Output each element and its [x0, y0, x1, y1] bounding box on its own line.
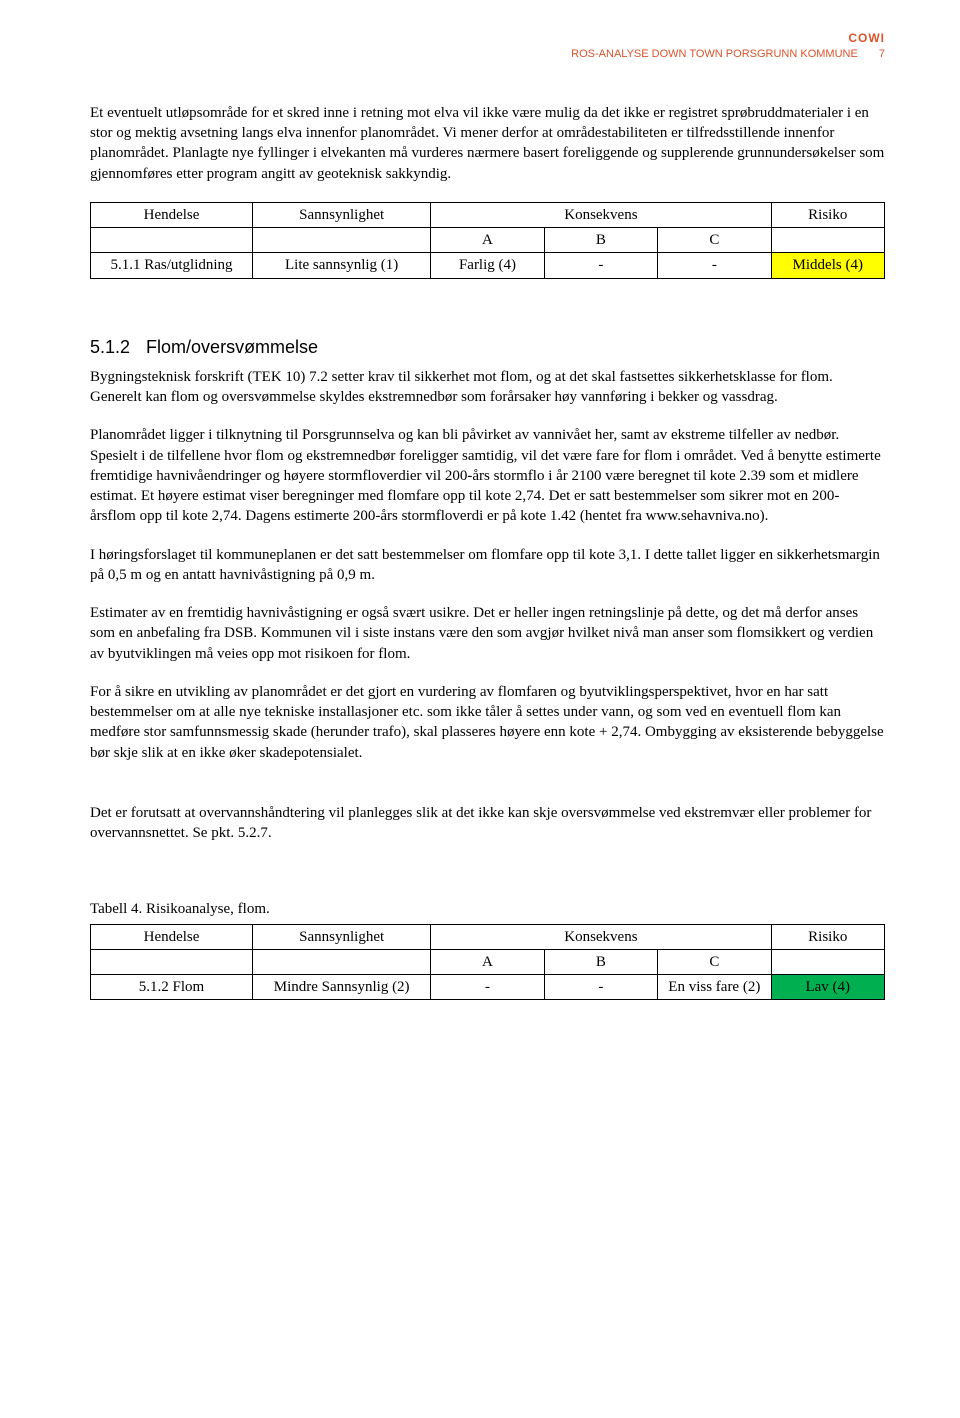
- th-konsekvens: Konsekvens: [431, 924, 771, 949]
- cell-B: -: [544, 253, 657, 278]
- document-title: ROS-ANALYSE DOWN TOWN PORSGRUNN KOMMUNE: [571, 48, 858, 60]
- th-konsekvens: Konsekvens: [431, 202, 771, 227]
- th-sannsynlighet: Sannsynlighet: [253, 202, 431, 227]
- body-paragraph: Estimater av en fremtidig havnivåstignin…: [90, 603, 885, 664]
- th-B: B: [544, 949, 657, 974]
- cell-empty: [91, 228, 253, 253]
- cell-C: -: [658, 253, 771, 278]
- cell-empty: [253, 228, 431, 253]
- cell-empty: [771, 228, 884, 253]
- table-caption: Tabell 4. Risikoanalyse, flom.: [90, 899, 885, 919]
- cell-sannsynlighet: Lite sannsynlig (1): [253, 253, 431, 278]
- cell-empty: [91, 949, 253, 974]
- body-paragraph: Planområdet ligger i tilknytning til Por…: [90, 425, 885, 526]
- cell-C: En viss fare (2): [658, 975, 771, 1000]
- table-subheader-row: A B C: [91, 949, 885, 974]
- th-hendelse: Hendelse: [91, 924, 253, 949]
- cell-risiko: Lav (4): [771, 975, 884, 1000]
- cell-A: Farlig (4): [431, 253, 544, 278]
- table-row: 5.1.2 Flom Mindre Sannsynlig (2) - - En …: [91, 975, 885, 1000]
- page-header: COWI ROS-ANALYSE DOWN TOWN PORSGRUNN KOM…: [90, 30, 885, 63]
- th-hendelse: Hendelse: [91, 202, 253, 227]
- section-number: 5.1.2: [90, 337, 130, 357]
- th-A: A: [431, 228, 544, 253]
- brand-logo: COWI: [848, 31, 885, 45]
- th-C: C: [658, 949, 771, 974]
- cell-empty: [771, 949, 884, 974]
- risk-table-flom: Hendelse Sannsynlighet Konsekvens Risiko…: [90, 924, 885, 1001]
- th-sannsynlighet: Sannsynlighet: [253, 924, 431, 949]
- cell-empty: [253, 949, 431, 974]
- th-B: B: [544, 228, 657, 253]
- section-title: Flom/oversvømmelse: [146, 337, 318, 357]
- cell-A: -: [431, 975, 544, 1000]
- cell-B: -: [544, 975, 657, 1000]
- body-paragraph: Bygningsteknisk forskrift (TEK 10) 7.2 s…: [90, 367, 885, 408]
- intro-paragraph: Et eventuelt utløpsområde for et skred i…: [90, 103, 885, 184]
- th-risiko: Risiko: [771, 924, 884, 949]
- body-paragraph: I høringsforslaget til kommuneplanen er …: [90, 545, 885, 586]
- th-A: A: [431, 949, 544, 974]
- cell-sannsynlighet: Mindre Sannsynlig (2): [253, 975, 431, 1000]
- section-heading-flom: 5.1.2 Flom/oversvømmelse: [90, 335, 885, 359]
- table-header-row: Hendelse Sannsynlighet Konsekvens Risiko: [91, 924, 885, 949]
- cell-hendelse: 5.1.1 Ras/utglidning: [91, 253, 253, 278]
- table-subheader-row: A B C: [91, 228, 885, 253]
- th-C: C: [658, 228, 771, 253]
- risk-table-ras: Hendelse Sannsynlighet Konsekvens Risiko…: [90, 202, 885, 279]
- page-number: 7: [879, 47, 885, 62]
- table-row: 5.1.1 Ras/utglidning Lite sannsynlig (1)…: [91, 253, 885, 278]
- cell-hendelse: 5.1.2 Flom: [91, 975, 253, 1000]
- body-paragraph: For å sikre en utvikling av planområdet …: [90, 682, 885, 763]
- body-paragraph: Det er forutsatt at overvannshåndtering …: [90, 803, 885, 844]
- th-risiko: Risiko: [771, 202, 884, 227]
- table-header-row: Hendelse Sannsynlighet Konsekvens Risiko: [91, 202, 885, 227]
- cell-risiko: Middels (4): [771, 253, 884, 278]
